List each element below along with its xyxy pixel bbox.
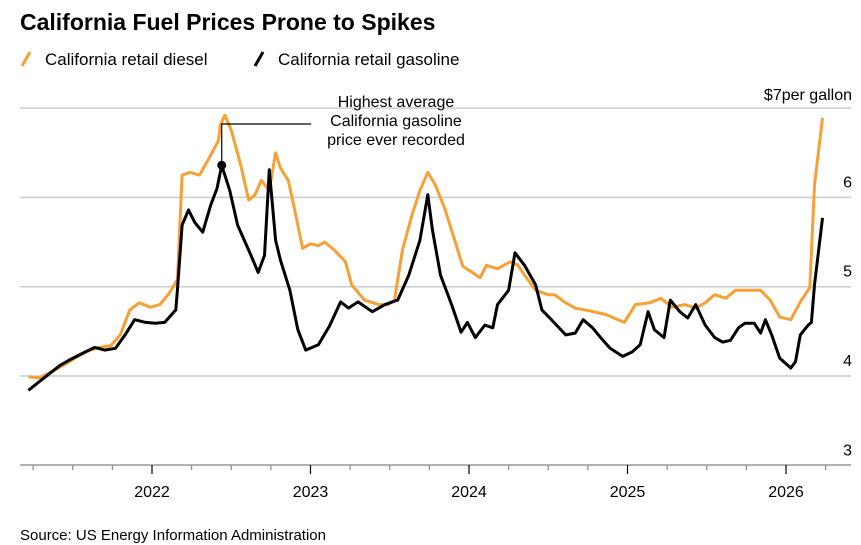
legend-item-gasoline: California retail gasoline bbox=[253, 50, 459, 69]
annotation-text: price ever recorded bbox=[327, 132, 465, 149]
legend-swatch-gasoline bbox=[253, 51, 265, 67]
x-tick-label: 2025 bbox=[610, 484, 646, 501]
legend-item-diesel: California retail diesel bbox=[20, 50, 208, 69]
legend-label-gasoline: California retail gasoline bbox=[278, 50, 459, 69]
annotation-marker bbox=[217, 160, 227, 170]
chart-title: California Fuel Prices Prone to Spikes bbox=[20, 9, 435, 35]
y-tick-label: 6 bbox=[843, 174, 852, 191]
annotation: Highest average California gasoline price … bbox=[217, 94, 465, 170]
x-axis: 2022 2023 2024 2025 2026 bbox=[20, 464, 851, 501]
series-lines bbox=[27, 113, 824, 392]
x-tick-label: 2026 bbox=[768, 484, 804, 501]
annotation-leader-line bbox=[221, 123, 311, 166]
x-tick-label: 2024 bbox=[451, 484, 487, 501]
x-tick-label: 2023 bbox=[293, 484, 329, 501]
annotation-text: Highest average bbox=[338, 94, 455, 111]
gasoline-line bbox=[27, 163, 824, 392]
y-tick-label: 5 bbox=[843, 264, 852, 281]
y-axis: $7per gallon 6 5 4 3 bbox=[764, 87, 852, 459]
y-tick-label: 3 bbox=[843, 442, 852, 459]
y-unit-label: $7per gallon bbox=[764, 87, 852, 104]
source-note: Source: US Energy Information Administra… bbox=[20, 527, 326, 544]
annotation-text: California gasoline bbox=[330, 113, 462, 130]
legend-swatch-diesel bbox=[20, 51, 32, 67]
x-tick-label: 2022 bbox=[134, 484, 170, 501]
legend-label-diesel: California retail diesel bbox=[45, 50, 208, 69]
legend: California retail diesel California reta… bbox=[20, 50, 459, 69]
gridlines bbox=[20, 107, 851, 377]
diesel-line bbox=[28, 113, 824, 380]
y-tick-label: 4 bbox=[843, 353, 852, 370]
